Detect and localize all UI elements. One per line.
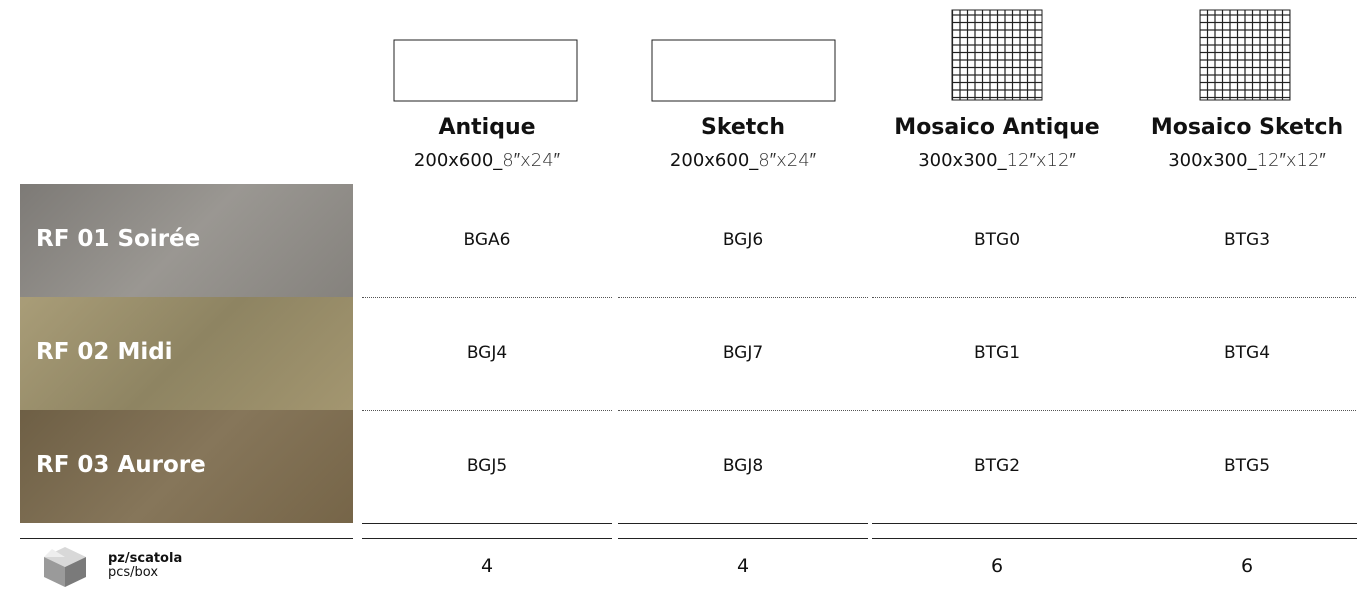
- size-metric: 300x300_: [1168, 150, 1257, 171]
- rule: [20, 538, 353, 539]
- column-name: Mosaico Antique: [894, 115, 1100, 140]
- pcs-value: 6: [990, 555, 1004, 577]
- column-name: Antique: [438, 115, 536, 140]
- row-swatch: [20, 297, 353, 410]
- size-imperial: 12″x12″: [1256, 150, 1326, 171]
- size-imperial: 8″x24″: [758, 150, 817, 171]
- column-size: 300x300_12″x12″: [1122, 150, 1357, 171]
- rule: [1122, 523, 1357, 524]
- pcs-sublabel: pcs/box: [108, 565, 159, 580]
- mosaic-icon: [1199, 9, 1291, 101]
- pcs-value: 4: [736, 555, 750, 577]
- row-name: RF 02 Midi: [36, 339, 173, 365]
- code: BGJ8: [722, 456, 764, 476]
- column-size: 200x600_8″x24″: [362, 150, 612, 171]
- code: BTG3: [1223, 230, 1271, 250]
- separator: [618, 410, 868, 411]
- code: BTG4: [1223, 343, 1271, 363]
- rule: [618, 538, 868, 539]
- box-icon: [44, 547, 86, 587]
- tile-icons: [393, 9, 1291, 102]
- column-name: Mosaico Sketch: [1150, 115, 1344, 140]
- code: BTG5: [1223, 456, 1271, 476]
- row-name: RF 01 Soirée: [36, 226, 201, 252]
- size-metric: 200x600_: [413, 150, 503, 171]
- separator: [872, 410, 1122, 411]
- rule: [362, 538, 612, 539]
- row-swatch: [20, 410, 353, 523]
- code: BGA6: [463, 230, 511, 250]
- size-imperial: 8″x24″: [502, 150, 561, 171]
- pcs-value: 6: [1240, 555, 1254, 577]
- column-size: 200x600_8″x24″: [618, 150, 868, 171]
- separator: [618, 297, 868, 298]
- tile-icon: [393, 39, 578, 102]
- rule: [362, 523, 612, 524]
- pcs-label: pz/scatola: [108, 551, 183, 566]
- separator: [1122, 297, 1357, 298]
- column-size: 300x300_12″x12″: [872, 150, 1122, 171]
- rule: [618, 523, 868, 524]
- code: BGJ6: [722, 230, 764, 250]
- separator: [362, 410, 612, 411]
- code: BGJ5: [466, 456, 508, 476]
- size-metric: 300x300_: [918, 150, 1007, 171]
- size-metric: 200x600_: [669, 150, 759, 171]
- code: BTG0: [973, 230, 1021, 250]
- column-name: Sketch: [700, 115, 786, 140]
- separator: [362, 297, 612, 298]
- rule: [872, 523, 1122, 524]
- tile-icon: [651, 39, 836, 102]
- mosaic-icon: [951, 9, 1043, 101]
- code: BGJ4: [466, 343, 508, 363]
- rule: [872, 538, 1122, 539]
- separator: [1122, 410, 1357, 411]
- code: BTG1: [973, 343, 1021, 363]
- separator: [872, 297, 1122, 298]
- row-name: RF 03 Aurore: [36, 452, 206, 478]
- code: BGJ7: [722, 343, 764, 363]
- row-swatch: [20, 184, 353, 297]
- rule: [1122, 538, 1357, 539]
- pcs-value: 4: [480, 555, 494, 577]
- code: BTG2: [973, 456, 1021, 476]
- size-imperial: 12″x12″: [1006, 150, 1076, 171]
